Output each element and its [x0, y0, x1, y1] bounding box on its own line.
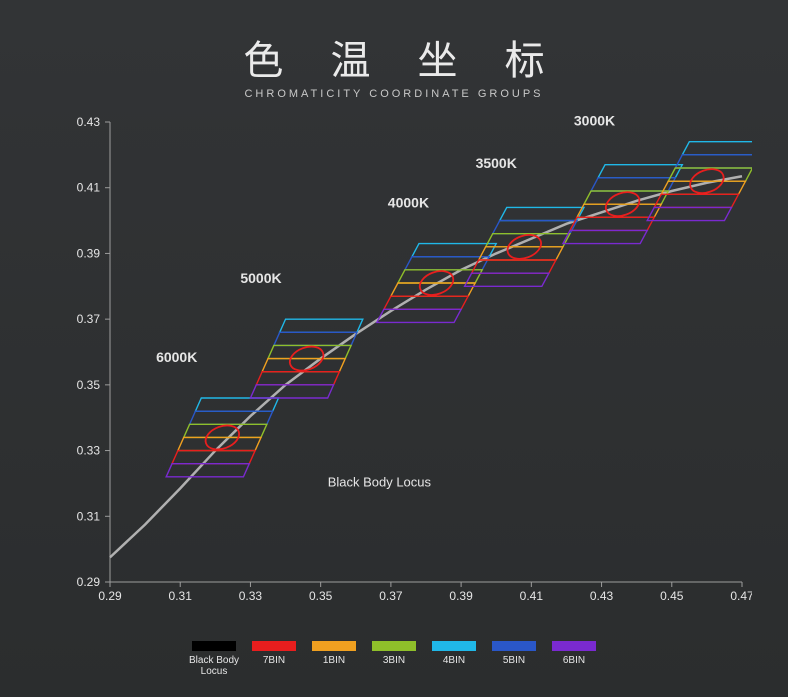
bin-stripe: [250, 385, 333, 398]
legend-label: 6BIN: [563, 655, 585, 666]
bin-group: 3000K: [563, 112, 682, 243]
x-tick-label: 0.45: [660, 589, 684, 603]
y-tick-label: 0.31: [77, 509, 101, 523]
black-body-locus-curve: [110, 176, 742, 557]
legend-item: 7BIN: [244, 641, 304, 666]
legend-swatch: [252, 641, 296, 651]
x-tick-label: 0.35: [309, 589, 333, 603]
bin-stripe: [493, 221, 577, 234]
title-block: 色 温 坐 标 CHROMATICITY COORDINATE GROUPS: [0, 28, 788, 100]
bin-stripe: [280, 319, 363, 332]
bin-group: 4000K: [377, 194, 496, 322]
bin-stripe: [591, 178, 675, 191]
cct-label: 6000K: [156, 349, 197, 365]
bin-stripe: [500, 207, 584, 220]
legend-swatch: [372, 641, 416, 651]
x-tick-label: 0.39: [449, 589, 473, 603]
chromaticity-plot: 0.29 0.31 0.33 0.35 0.37 0.39 0.41 0.43 0.45 0.47…: [62, 112, 752, 612]
bin-stripe: [675, 155, 752, 168]
legend-swatch: [192, 641, 236, 651]
chart-title-sub: CHROMATICITY COORDINATE GROUPS: [0, 88, 788, 100]
bin-stripe: [647, 207, 731, 220]
legend-item: 1BIN: [304, 641, 364, 666]
legend-label: 3BIN: [383, 655, 405, 666]
y-tick-label: 0.39: [77, 246, 101, 260]
bin-stripe: [598, 165, 682, 178]
chart-container: 色 温 坐 标 CHROMATICITY COORDINATE GROUPS 0…: [0, 0, 788, 697]
bin-stripe: [654, 194, 738, 207]
y-tick-label: 0.33: [77, 444, 101, 458]
chart-title-main: 色 温 坐 标: [18, 28, 788, 86]
legend-item: 4BIN: [424, 641, 484, 666]
cct-label: 4000K: [388, 194, 429, 210]
legend-swatch: [552, 641, 596, 651]
legend-item: 5BIN: [484, 641, 544, 666]
legend-label: 1BIN: [323, 655, 345, 666]
bin-stripe: [682, 142, 752, 155]
x-tick-label: 0.41: [520, 589, 544, 603]
y-tick-label: 0.41: [77, 181, 101, 195]
y-tick-label: 0.29: [77, 575, 101, 589]
y-tick-label: 0.35: [77, 378, 101, 392]
legend-label: 4BIN: [443, 655, 465, 666]
y-tick-label: 0.43: [77, 115, 101, 129]
cct-label: 5000K: [240, 270, 281, 286]
y-tick-label: 0.37: [77, 312, 101, 326]
bin-group: 5000K: [240, 270, 362, 398]
bin-stripe: [190, 411, 273, 424]
x-tick-label: 0.43: [590, 589, 614, 603]
legend-item: 6BIN: [544, 641, 604, 666]
legend-swatch: [312, 641, 356, 651]
cct-label: 3000K: [574, 112, 615, 128]
x-tick-label: 0.29: [98, 589, 122, 603]
x-tick-label: 0.37: [379, 589, 403, 603]
bin-group: 2700K: [647, 112, 752, 221]
locus-label: Black Body Locus: [328, 475, 432, 490]
legend-item: Black BodyLocus: [184, 641, 244, 677]
legend-label: 5BIN: [503, 655, 525, 666]
bin-stripe: [195, 398, 278, 411]
x-tick-label: 0.33: [239, 589, 263, 603]
legend-swatch: [432, 641, 476, 651]
legend-label: Black BodyLocus: [189, 655, 239, 677]
bin-stripe: [256, 372, 339, 385]
legend-item: 3BIN: [364, 641, 424, 666]
cct-label: 3500K: [476, 155, 517, 171]
bin-stripe: [563, 230, 647, 243]
bin-group: 6000K: [156, 349, 278, 477]
bin-stripe: [274, 332, 357, 345]
bin-stripe: [166, 464, 249, 477]
x-tick-label: 0.31: [169, 589, 193, 603]
legend-swatch: [492, 641, 536, 651]
legend: Black BodyLocus 7BIN 1BIN 3BIN 4BIN 5BIN 6BIN: [0, 638, 788, 677]
bin-group: 3500K: [465, 155, 584, 286]
x-tick-label: 0.47: [730, 589, 752, 603]
legend-label: 7BIN: [263, 655, 285, 666]
